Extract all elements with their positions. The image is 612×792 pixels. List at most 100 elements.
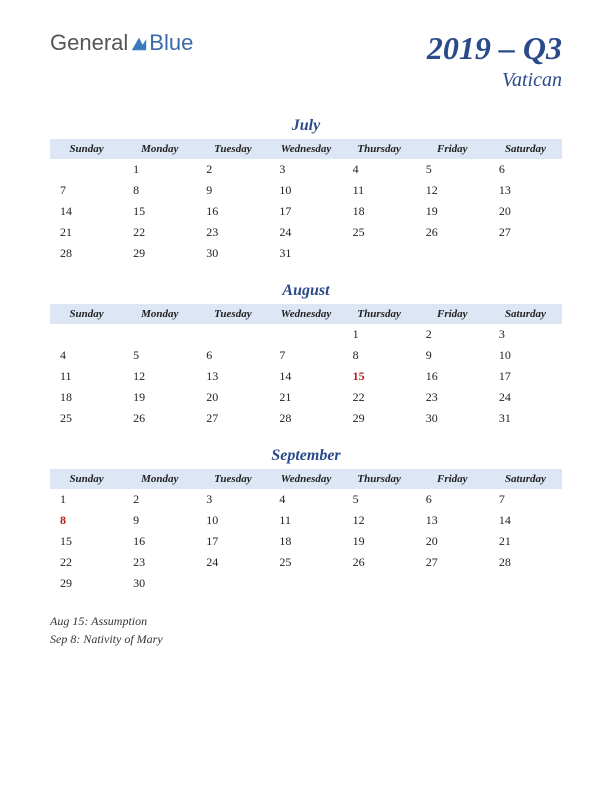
logo-text-2: Blue [149, 30, 193, 56]
day-cell: 11 [269, 510, 342, 531]
day-header: Thursday [343, 304, 416, 324]
logo-text-1: General [50, 30, 128, 56]
table-row: 78910111213 [50, 180, 562, 201]
day-cell: 15 [343, 366, 416, 387]
day-cell: 17 [489, 366, 562, 387]
day-cell: 12 [343, 510, 416, 531]
day-cell: 8 [123, 180, 196, 201]
day-cell: 14 [269, 366, 342, 387]
table-row: 28293031 [50, 243, 562, 264]
holiday-note: Sep 8: Nativity of Mary [50, 630, 562, 648]
day-header: Tuesday [196, 139, 269, 159]
day-cell: 28 [50, 243, 123, 264]
day-cell: 18 [343, 201, 416, 222]
day-header: Sunday [50, 469, 123, 489]
month-name: July [50, 117, 562, 135]
day-cell: 18 [269, 531, 342, 552]
day-cell: 27 [416, 552, 489, 573]
table-row: 15161718192021 [50, 531, 562, 552]
day-cell: 27 [196, 408, 269, 429]
day-cell: 18 [50, 387, 123, 408]
table-row: 123 [50, 324, 562, 345]
day-cell: 22 [50, 552, 123, 573]
day-cell: 4 [269, 489, 342, 510]
day-cell: 27 [489, 222, 562, 243]
table-row: 11121314151617 [50, 366, 562, 387]
day-header: Thursday [343, 139, 416, 159]
day-header: Thursday [343, 469, 416, 489]
day-header: Monday [123, 469, 196, 489]
day-header: Saturday [489, 139, 562, 159]
day-cell [416, 243, 489, 264]
day-cell: 29 [123, 243, 196, 264]
day-cell: 30 [123, 573, 196, 594]
day-cell: 19 [416, 201, 489, 222]
day-cell: 11 [50, 366, 123, 387]
day-header: Wednesday [269, 304, 342, 324]
day-cell: 23 [196, 222, 269, 243]
day-header: Sunday [50, 304, 123, 324]
day-cell [50, 159, 123, 180]
day-cell: 26 [416, 222, 489, 243]
day-cell: 30 [196, 243, 269, 264]
day-cell: 4 [50, 345, 123, 366]
day-cell: 7 [50, 180, 123, 201]
day-cell [50, 324, 123, 345]
day-cell: 22 [123, 222, 196, 243]
day-header: Sunday [50, 139, 123, 159]
day-cell: 15 [50, 531, 123, 552]
day-header: Friday [416, 469, 489, 489]
day-cell [269, 324, 342, 345]
day-cell: 25 [269, 552, 342, 573]
table-row: 22232425262728 [50, 552, 562, 573]
day-cell [196, 573, 269, 594]
title-block: 2019 – Q3 Vatican [427, 30, 562, 92]
day-cell: 21 [269, 387, 342, 408]
day-cell: 21 [50, 222, 123, 243]
table-row: 14151617181920 [50, 201, 562, 222]
day-cell: 30 [416, 408, 489, 429]
table-row: 18192021222324 [50, 387, 562, 408]
day-cell: 14 [489, 510, 562, 531]
day-header: Friday [416, 304, 489, 324]
day-cell [123, 324, 196, 345]
calendar-container: JulySundayMondayTuesdayWednesdayThursday… [50, 117, 562, 594]
month-block: SeptemberSundayMondayTuesdayWednesdayThu… [50, 447, 562, 594]
day-cell: 15 [123, 201, 196, 222]
day-cell: 13 [416, 510, 489, 531]
calendar-table: SundayMondayTuesdayWednesdayThursdayFrid… [50, 304, 562, 429]
page-title: 2019 – Q3 [427, 30, 562, 67]
day-cell: 2 [123, 489, 196, 510]
day-cell: 19 [343, 531, 416, 552]
day-cell: 17 [269, 201, 342, 222]
day-cell: 20 [196, 387, 269, 408]
calendar-table: SundayMondayTuesdayWednesdayThursdayFrid… [50, 469, 562, 594]
day-cell: 12 [123, 366, 196, 387]
day-cell: 2 [196, 159, 269, 180]
day-cell: 28 [269, 408, 342, 429]
day-cell: 10 [489, 345, 562, 366]
day-cell: 24 [269, 222, 342, 243]
day-cell: 31 [489, 408, 562, 429]
day-cell: 26 [343, 552, 416, 573]
day-cell: 23 [416, 387, 489, 408]
table-row: 1234567 [50, 489, 562, 510]
day-cell: 16 [416, 366, 489, 387]
day-cell: 10 [269, 180, 342, 201]
day-cell: 12 [416, 180, 489, 201]
table-row: 123456 [50, 159, 562, 180]
day-header: Wednesday [269, 469, 342, 489]
day-cell: 3 [196, 489, 269, 510]
day-cell: 14 [50, 201, 123, 222]
day-cell: 20 [489, 201, 562, 222]
day-header: Tuesday [196, 469, 269, 489]
month-block: JulySundayMondayTuesdayWednesdayThursday… [50, 117, 562, 264]
table-row: 45678910 [50, 345, 562, 366]
day-cell: 9 [416, 345, 489, 366]
day-cell: 2 [416, 324, 489, 345]
day-cell: 5 [416, 159, 489, 180]
day-cell: 6 [416, 489, 489, 510]
day-cell: 31 [269, 243, 342, 264]
day-cell: 3 [269, 159, 342, 180]
day-cell [489, 573, 562, 594]
